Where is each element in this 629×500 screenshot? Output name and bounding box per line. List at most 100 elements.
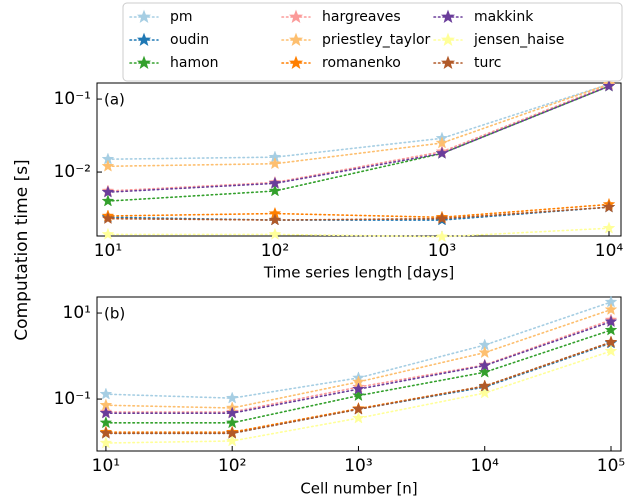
data-point <box>101 185 115 198</box>
series <box>101 200 616 226</box>
x-tick-label: 10² <box>218 456 246 476</box>
series <box>101 200 616 226</box>
y-tick-label: 10⁻¹ <box>54 89 91 109</box>
series <box>101 221 616 243</box>
legend-label: turc <box>474 55 502 71</box>
panel-label: (a) <box>104 91 125 109</box>
series-line <box>107 83 610 168</box>
data-point <box>225 434 239 447</box>
plot-area <box>96 82 622 237</box>
series <box>99 344 618 449</box>
legend-marker <box>288 55 304 70</box>
data-point <box>478 365 492 378</box>
legend-label: oudin <box>170 32 209 48</box>
data-point <box>604 314 618 328</box>
data-point <box>352 388 365 402</box>
data-point <box>478 379 492 392</box>
data-point <box>225 416 239 429</box>
data-point <box>435 230 449 243</box>
legend-label: makkink <box>474 9 534 25</box>
series <box>99 335 618 439</box>
data-point <box>268 157 282 170</box>
legend-label: hamon <box>170 55 219 71</box>
x-tick-label: 10¹ <box>94 241 122 261</box>
data-point <box>101 227 115 240</box>
legend-marker <box>288 32 304 47</box>
series-line <box>107 85 610 193</box>
data-point <box>225 391 239 404</box>
series-line <box>107 83 610 160</box>
x-tick-label: 10³ <box>428 241 456 261</box>
legend-box <box>122 2 623 82</box>
series <box>99 313 618 418</box>
legend-marker <box>136 32 152 47</box>
series <box>99 314 618 419</box>
legend-marker <box>440 32 456 47</box>
y-tick-label: 10¹ <box>63 303 91 323</box>
series-line <box>107 85 610 202</box>
legend-marker <box>136 55 152 70</box>
data-point <box>435 211 449 225</box>
plot-area <box>96 296 622 452</box>
data-point <box>99 387 113 400</box>
series-line <box>105 341 612 435</box>
data-point <box>435 146 449 159</box>
data-point <box>101 211 115 225</box>
data-point <box>99 416 113 429</box>
series <box>101 77 616 165</box>
data-point <box>352 411 365 424</box>
legend-label: pm <box>170 9 193 25</box>
data-point <box>268 176 282 189</box>
data-point <box>101 194 115 207</box>
x-tick-label: 10¹ <box>92 456 120 476</box>
data-point <box>99 406 113 419</box>
series-line <box>107 203 610 219</box>
y-tick-label: 10⁻¹ <box>54 389 91 409</box>
series-line <box>105 308 612 409</box>
data-point <box>225 426 239 439</box>
legend-marker <box>440 9 456 24</box>
data-point <box>604 323 618 336</box>
x-tick-label: 10² <box>261 241 289 261</box>
series-line <box>105 342 612 435</box>
series-line <box>105 320 612 414</box>
data-point <box>268 184 282 197</box>
series <box>101 79 616 198</box>
x-axis-label: Time series length [days] <box>263 264 454 282</box>
data-point <box>225 406 239 419</box>
data-point <box>478 345 492 359</box>
legend-marker <box>288 9 304 24</box>
data-point <box>602 79 616 92</box>
series <box>101 197 616 223</box>
data-point <box>604 344 618 357</box>
data-point <box>268 213 282 226</box>
legend-label: jensen_haise <box>473 32 564 48</box>
data-point <box>602 200 616 213</box>
series-line <box>105 329 612 424</box>
data-point <box>99 436 113 449</box>
data-point <box>99 426 113 439</box>
data-point <box>604 302 618 316</box>
legend-label: romanenko <box>322 55 401 71</box>
series-line <box>107 84 610 192</box>
data-point <box>478 358 492 372</box>
x-tick-label: 10³ <box>344 456 372 476</box>
data-point <box>604 335 618 348</box>
series-line <box>107 206 610 221</box>
series-line <box>107 206 610 221</box>
panel-label: (b) <box>104 305 125 323</box>
data-point <box>435 136 449 149</box>
series-line <box>105 350 612 444</box>
y-tick-label: 10⁻² <box>54 162 91 182</box>
series-line <box>107 227 610 238</box>
data-point <box>352 402 365 415</box>
legend-label: hargreaves <box>322 9 401 25</box>
data-point <box>602 221 616 234</box>
x-tick-label: 10⁴ <box>595 241 624 261</box>
x-axis-label: Cell number [n] <box>300 480 417 498</box>
y-axis-label: Computation time [s] <box>12 159 32 340</box>
legend-marker <box>440 55 456 70</box>
x-tick-label: 10⁵ <box>597 456 625 476</box>
